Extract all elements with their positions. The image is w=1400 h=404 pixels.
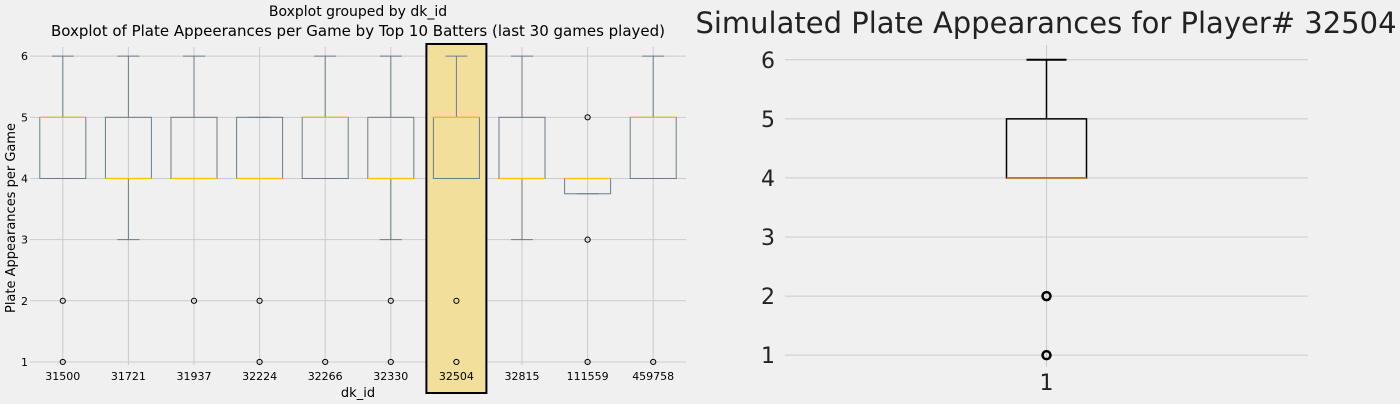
left-x-tick: 31500 (45, 370, 80, 383)
flier-point (256, 358, 263, 366)
left-title: Boxplot of Plate Appeerances per Game by… (51, 22, 665, 40)
right-y-tick: 5 (761, 108, 775, 133)
flier-point (453, 358, 460, 366)
left-x-tick: 32815 (505, 370, 540, 383)
flier-point (387, 358, 394, 366)
flier-point (453, 297, 460, 304)
left-x-axis-label: dk_id (341, 386, 375, 401)
left-x-tick: 459758 (632, 370, 674, 383)
box-32504 (432, 55, 480, 366)
box-32224 (236, 116, 284, 366)
flier-point (1041, 349, 1052, 361)
right-x-tick-labels: 1 (1040, 371, 1054, 396)
flier-point (1041, 290, 1052, 302)
flier-point (584, 114, 591, 121)
box-31721 (104, 55, 152, 241)
highlight-rect (425, 43, 488, 394)
box-31500 (39, 55, 87, 366)
flier-point (256, 297, 263, 304)
left-y-tick-labels: 1 2 3 4 5 6 (21, 50, 28, 369)
left-y-tick: 6 (21, 50, 28, 63)
box-32266 (301, 55, 349, 366)
left-x-tick: 32266 (308, 370, 343, 383)
left-y-tick: 2 (21, 295, 28, 308)
left-boxes (39, 55, 677, 366)
left-y-tick: 4 (21, 172, 28, 185)
left-suptitle: Boxplot grouped by dk_id (269, 4, 447, 20)
right-x-tick: 1 (1040, 371, 1054, 396)
right-boxplot-chart: Simulated Plate Appearances for Player# … (695, 6, 1396, 396)
flier-point (322, 358, 329, 366)
left-y-tick: 3 (21, 234, 28, 247)
right-boxes (1005, 58, 1088, 361)
left-y-tick: 5 (21, 111, 28, 124)
left-x-tick: 32330 (373, 370, 408, 383)
left-x-tick: 32224 (242, 370, 277, 383)
flier-point (650, 358, 657, 366)
right-box-1 (1005, 58, 1088, 361)
box-32330 (367, 55, 415, 366)
left-boxplot-chart: Boxplot grouped by dk_id Boxplot of Plat… (4, 4, 686, 401)
box-111559 (564, 114, 612, 366)
flier-point (584, 236, 591, 243)
left-y-axis-label: Plate Appearances per Game (4, 123, 19, 313)
right-y-tick: 2 (761, 285, 775, 310)
box-459758 (629, 55, 677, 366)
left-x-tick: 32504 (439, 370, 474, 383)
right-title: Simulated Plate Appearances for Player# … (695, 6, 1396, 40)
left-x-tick: 111559 (567, 370, 609, 383)
right-y-tick: 6 (761, 49, 775, 74)
flier-point (387, 297, 394, 304)
box-31937 (170, 55, 218, 304)
flier-point (190, 297, 198, 304)
left-x-tick-labels: 31500 31721 31937 32224 32266 32330 32504 32815… (45, 370, 674, 383)
flier-point (59, 358, 66, 366)
right-y-tick-labels: 1 2 3 4 5 6 (761, 49, 775, 369)
left-x-tick: 31937 (177, 370, 212, 383)
flier-point (584, 358, 591, 366)
left-y-tick: 1 (21, 356, 28, 369)
right-y-tick: 3 (761, 226, 775, 251)
right-y-tick: 1 (761, 344, 775, 369)
left-x-tick: 31721 (111, 370, 146, 383)
box-32815 (498, 55, 546, 241)
flier-point (59, 297, 66, 304)
right-y-tick: 4 (761, 167, 775, 192)
highlight-box-32504 (425, 43, 488, 394)
